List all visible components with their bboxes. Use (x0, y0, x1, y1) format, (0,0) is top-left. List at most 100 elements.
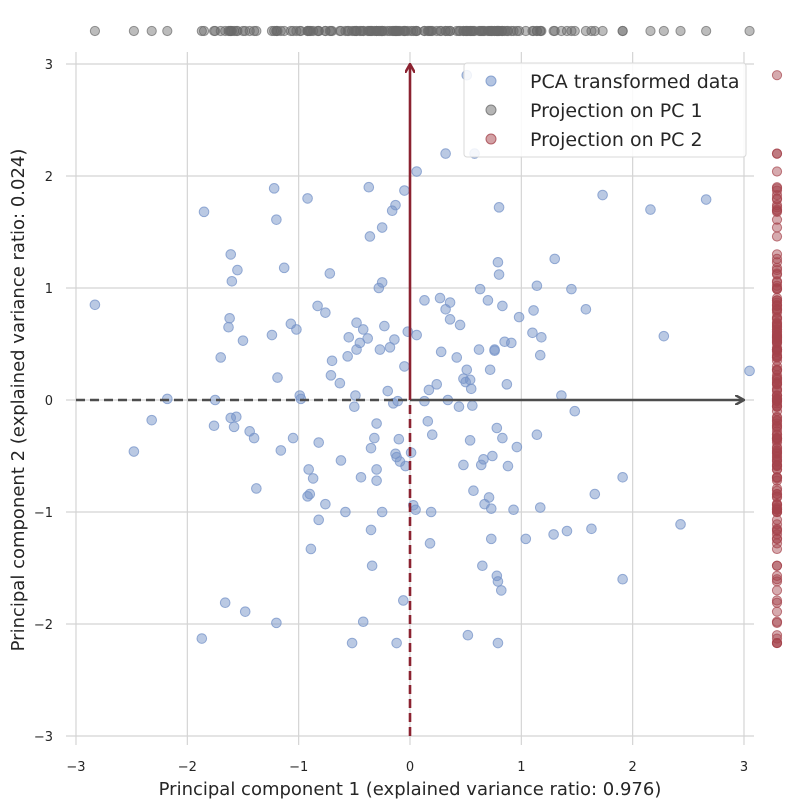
data-point (275, 445, 287, 456)
data-point (411, 329, 422, 341)
y-tick-label: 1 (45, 282, 53, 297)
data-point (232, 264, 243, 276)
data-point (464, 435, 476, 446)
pc1-projection-point (589, 25, 600, 37)
data-point (454, 319, 466, 331)
data-point (426, 429, 438, 441)
data-point (493, 269, 505, 280)
pc2-projection-point (771, 182, 783, 193)
data-point (497, 432, 508, 444)
pc1-projection-point (489, 25, 500, 37)
pc2-projection-point (771, 350, 783, 361)
principal-component-arrows (76, 65, 743, 736)
pc1-projection-point (196, 25, 207, 37)
data-point (482, 295, 494, 306)
data-point (458, 459, 469, 471)
pc2-projection-point (771, 595, 783, 606)
data-point (458, 373, 469, 385)
data-point (349, 401, 360, 413)
legend-label-pc1: Projection on PC 1 (530, 100, 703, 122)
y-axis-label: Principal component 2 (explained varianc… (8, 149, 29, 652)
pc2-projection-point (771, 284, 783, 295)
data-point (128, 446, 140, 457)
data-point (492, 256, 504, 268)
pc2-projection-point (771, 166, 783, 177)
data-point (272, 372, 283, 383)
data-point (492, 576, 504, 587)
pc2-projection-point (771, 394, 783, 406)
data-point (208, 420, 220, 432)
pc2-projection-point (771, 529, 783, 540)
data-point (461, 364, 473, 376)
pc2-projection-point (771, 460, 783, 472)
pc1-projection-point (586, 25, 597, 37)
data-point (531, 429, 543, 441)
pc2-projection-point (771, 280, 783, 291)
pc2-projection-point (771, 519, 783, 530)
data-point (534, 502, 546, 513)
data-point (477, 560, 488, 572)
y-tick-label: −3 (34, 730, 53, 745)
data-point (342, 351, 353, 362)
x-tick-label: 1 (517, 760, 525, 775)
data-point (589, 488, 601, 500)
data-point (291, 324, 302, 335)
data-point (371, 475, 382, 486)
data-point (391, 637, 402, 649)
pc1-projection-strip (89, 25, 755, 37)
data-point (268, 183, 280, 194)
data-point (350, 390, 361, 401)
pc2-projection-point (771, 194, 783, 205)
data-point (493, 202, 505, 213)
data-point (473, 344, 485, 355)
pc1-projection-point (411, 25, 422, 37)
pc1-projection-point (658, 25, 669, 37)
pc2-projection-point (771, 450, 783, 462)
data-point (597, 189, 608, 201)
data-point (645, 204, 656, 215)
data-point (744, 365, 755, 377)
pc2-projection-point (771, 637, 783, 649)
data-point (474, 283, 486, 295)
data-point (444, 314, 456, 325)
pc2-projection-point (771, 319, 783, 331)
data-point (355, 471, 367, 483)
data-point (376, 506, 388, 518)
data-point (346, 637, 358, 649)
pc2-projection-point (771, 373, 783, 384)
data-point (324, 268, 336, 279)
data-point (434, 292, 446, 304)
pc1-projection-point (675, 25, 686, 37)
data-point (495, 585, 507, 596)
data-point (340, 506, 351, 518)
data-point (351, 317, 362, 329)
data-point (223, 321, 234, 333)
data-point (248, 432, 260, 444)
data-point (501, 379, 513, 390)
pc1-projection-point (89, 25, 101, 37)
legend-label-pc2: Projection on PC 2 (530, 129, 703, 151)
pc1-projection-point (128, 25, 139, 37)
pc2-projection-point (771, 630, 783, 641)
data-point (520, 533, 532, 545)
pc2-projection-point (771, 488, 783, 500)
pc1-projection-point (146, 25, 157, 37)
data-point (313, 514, 325, 526)
x-tick-label: −2 (178, 760, 197, 775)
pc1-projection-point (645, 25, 656, 37)
pc2-projection-point (771, 429, 783, 440)
data-point (266, 329, 278, 341)
pc2-projection-point (771, 331, 783, 342)
data-point (363, 181, 375, 193)
pca-transformed-points (89, 69, 755, 649)
data-point (237, 335, 249, 346)
pc2-projection-point (771, 585, 783, 596)
pc1-projection-point (569, 25, 580, 37)
data-point (354, 337, 366, 349)
data-point (364, 231, 376, 242)
pc2-projection-point (771, 492, 783, 503)
data-point (287, 432, 299, 444)
data-point (484, 364, 496, 376)
pc2-projection-point (771, 570, 783, 581)
